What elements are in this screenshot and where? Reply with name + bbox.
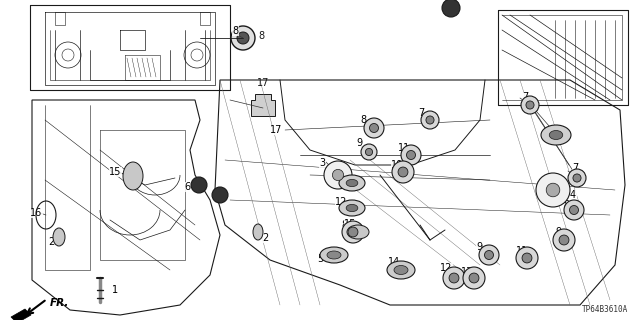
Ellipse shape [339, 175, 365, 191]
Circle shape [546, 183, 560, 197]
Circle shape [421, 111, 439, 129]
Circle shape [332, 169, 344, 180]
Text: 16: 16 [30, 208, 42, 218]
Circle shape [479, 245, 499, 265]
Circle shape [406, 150, 415, 159]
Ellipse shape [327, 251, 341, 259]
Polygon shape [251, 94, 275, 116]
Text: 12: 12 [335, 197, 348, 207]
Text: TP64B3610A: TP64B3610A [582, 305, 628, 314]
Text: 2: 2 [262, 233, 268, 243]
Circle shape [342, 221, 364, 243]
Circle shape [442, 0, 460, 17]
Text: 7: 7 [522, 92, 528, 102]
Text: 5: 5 [317, 254, 323, 264]
Circle shape [564, 200, 584, 220]
Circle shape [463, 267, 485, 289]
Circle shape [526, 101, 534, 109]
Text: 13: 13 [461, 267, 473, 277]
Polygon shape [11, 309, 31, 320]
Text: FR.: FR. [50, 298, 69, 308]
Circle shape [348, 227, 358, 237]
Circle shape [553, 229, 575, 251]
Ellipse shape [347, 225, 369, 239]
Circle shape [570, 205, 579, 214]
Circle shape [365, 148, 372, 156]
Ellipse shape [346, 204, 358, 212]
Text: 6: 6 [184, 182, 190, 192]
Ellipse shape [123, 162, 143, 190]
Circle shape [559, 235, 569, 245]
Circle shape [536, 173, 570, 207]
Text: 1: 1 [112, 285, 118, 295]
Ellipse shape [394, 266, 408, 275]
Text: 15: 15 [109, 167, 122, 177]
Text: 15: 15 [344, 219, 356, 229]
Text: 8: 8 [563, 200, 569, 210]
Text: 12: 12 [440, 263, 452, 273]
Text: 14: 14 [388, 257, 400, 267]
Circle shape [568, 169, 586, 187]
Ellipse shape [549, 131, 563, 140]
Circle shape [324, 161, 352, 189]
Ellipse shape [346, 180, 358, 187]
Text: 11: 11 [516, 246, 528, 256]
Ellipse shape [320, 247, 348, 263]
Text: 8: 8 [258, 31, 264, 41]
Circle shape [398, 167, 408, 177]
Text: 17: 17 [257, 78, 269, 88]
Circle shape [364, 118, 384, 138]
Text: 7: 7 [572, 163, 579, 173]
Circle shape [392, 161, 414, 183]
Circle shape [443, 267, 465, 289]
Circle shape [516, 247, 538, 269]
Circle shape [237, 32, 249, 44]
Ellipse shape [253, 224, 263, 240]
Text: 11: 11 [398, 143, 410, 153]
Circle shape [469, 273, 479, 283]
Text: 8: 8 [341, 220, 347, 230]
Circle shape [573, 174, 581, 182]
Circle shape [401, 145, 421, 165]
Text: 12: 12 [335, 173, 348, 183]
Text: 17: 17 [270, 125, 282, 135]
Circle shape [426, 116, 434, 124]
Text: 2: 2 [48, 237, 54, 247]
Text: 8: 8 [360, 115, 366, 125]
Text: 1: 1 [112, 285, 118, 295]
Circle shape [522, 253, 532, 263]
Circle shape [484, 251, 493, 260]
Ellipse shape [541, 125, 571, 145]
Ellipse shape [53, 228, 65, 246]
Text: 10: 10 [391, 160, 403, 170]
Text: 6: 6 [444, 0, 450, 10]
Ellipse shape [387, 261, 415, 279]
Circle shape [231, 26, 255, 50]
Text: 9: 9 [356, 138, 362, 148]
Ellipse shape [339, 200, 365, 216]
Circle shape [369, 124, 378, 132]
Circle shape [361, 144, 377, 160]
Text: 8: 8 [232, 26, 238, 36]
Circle shape [191, 177, 207, 193]
Text: 9: 9 [476, 242, 482, 252]
Text: 4: 4 [570, 190, 576, 200]
Circle shape [521, 96, 539, 114]
Text: 7: 7 [418, 108, 424, 118]
Text: 9: 9 [555, 227, 561, 237]
Circle shape [212, 187, 228, 203]
Text: 3: 3 [319, 158, 325, 168]
Circle shape [449, 273, 459, 283]
